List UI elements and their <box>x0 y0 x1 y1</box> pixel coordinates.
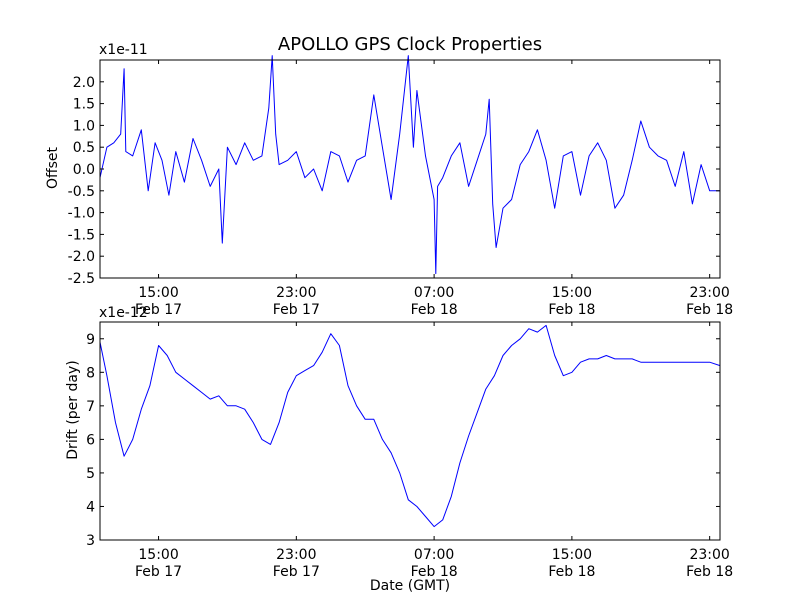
bottom-y-multiplier: x1e-12 <box>99 305 148 321</box>
y-tick-label-0-8: 1.5 <box>73 97 95 113</box>
series-line-0-0 <box>99 55 720 275</box>
y-tick-label-1-4: 7 <box>86 399 95 415</box>
x-tick-label-1-1: 23:00 <box>276 547 316 563</box>
y-tick-label-0-9: 2.0 <box>73 75 95 91</box>
y-tick-label-0-3: -1.0 <box>68 206 95 222</box>
x-axis-label: Date (GMT) <box>370 578 450 594</box>
axes-frame-1 <box>99 321 721 541</box>
x-tick-date-0-3: Feb 18 <box>548 302 595 318</box>
x-tick-date-1-0: Feb 17 <box>135 564 182 580</box>
chart-title: APOLLO GPS Clock Properties <box>278 34 542 55</box>
y-tick-label-0-0: -2.5 <box>68 271 95 287</box>
y-tick-label-0-6: 0.5 <box>73 140 95 156</box>
x-tick-label-0-1: 23:00 <box>276 285 316 301</box>
x-tick-label-0-3: 15:00 <box>552 285 592 301</box>
y-tick-label-1-2: 5 <box>86 466 95 482</box>
y-tick-label-1-5: 8 <box>86 365 95 381</box>
x-tick-date-0-2: Feb 18 <box>411 302 458 318</box>
x-tick-date-0-4: Feb 18 <box>686 302 733 318</box>
x-tick-date-1-3: Feb 18 <box>548 564 595 580</box>
x-tick-label-1-4: 23:00 <box>689 547 729 563</box>
top-y-multiplier: x1e-11 <box>99 42 148 58</box>
y-tick-label-1-0: 3 <box>86 533 95 549</box>
x-tick-date-0-0: Feb 17 <box>135 302 182 318</box>
x-tick-label-0-4: 23:00 <box>689 285 729 301</box>
x-tick-date-1-4: Feb 18 <box>686 564 733 580</box>
offset-plot: -2.5 -2.0 -1.5 -1.0 -0.5 0.0 0.5 1.0 1.5 2.0 15:00… <box>68 55 733 318</box>
top-y-axis-label: Offset <box>45 146 61 189</box>
y-tick-label-1-3: 6 <box>86 432 95 448</box>
x-tick-date-1-2: Feb 18 <box>411 564 458 580</box>
y-tick-label-0-7: 1.0 <box>73 118 95 134</box>
x-tick-label-0-2: 07:00 <box>414 285 454 301</box>
y-tick-label-0-2: -1.5 <box>68 227 95 243</box>
series-line-1-0 <box>99 324 721 528</box>
y-tick-label-0-5: 0.0 <box>73 162 95 178</box>
x-tick-date-1-1: Feb 17 <box>273 564 320 580</box>
x-tick-label-1-0: 15:00 <box>138 547 178 563</box>
y-tick-label-0-4: -0.5 <box>68 184 95 200</box>
y-tick-label-1-1: 4 <box>86 499 95 515</box>
bottom-y-axis-label: Drift (per day) <box>65 360 81 459</box>
x-tick-label-1-3: 15:00 <box>552 547 592 563</box>
y-tick-label-1-6: 9 <box>86 332 95 348</box>
x-tick-label-0-0: 15:00 <box>138 285 178 301</box>
x-tick-label-1-2: 07:00 <box>414 547 454 563</box>
y-tick-label-0-1: -2.0 <box>68 249 95 265</box>
x-tick-date-0-1: Feb 17 <box>273 302 320 318</box>
